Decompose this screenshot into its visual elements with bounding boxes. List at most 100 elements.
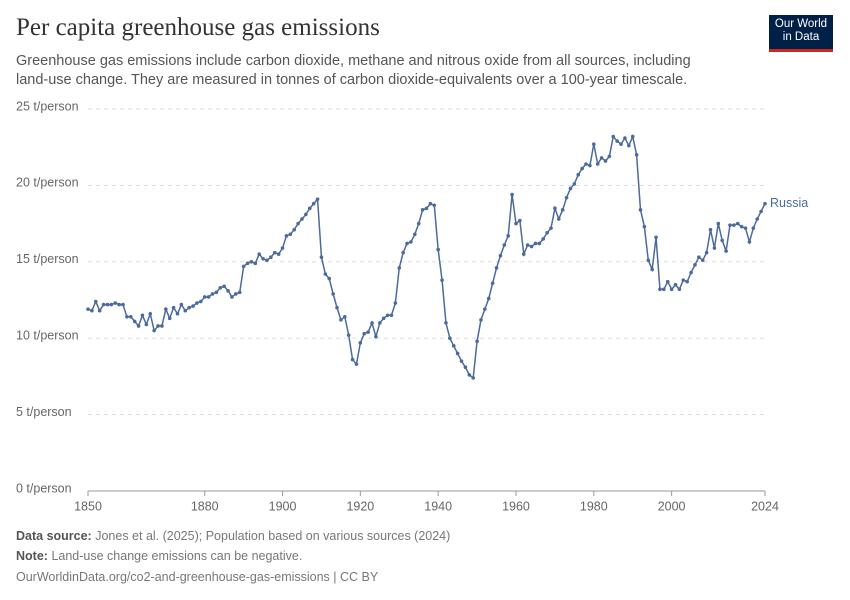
point <box>759 209 763 214</box>
point <box>564 195 569 200</box>
point <box>156 324 160 328</box>
point <box>385 313 390 318</box>
point <box>619 142 623 146</box>
point <box>148 311 153 316</box>
point <box>202 295 207 299</box>
point <box>529 244 534 249</box>
point <box>187 305 191 310</box>
point <box>518 218 522 223</box>
point <box>747 240 752 244</box>
point <box>132 319 137 324</box>
point <box>319 255 324 260</box>
x-tick-label: 1900 <box>269 499 297 513</box>
logo[interactable]: Our World in Data <box>769 15 833 52</box>
point <box>296 221 300 226</box>
point <box>506 234 511 238</box>
point <box>611 134 616 139</box>
point <box>381 316 386 321</box>
point <box>195 301 199 305</box>
x-tick-label: 1850 <box>74 499 102 513</box>
y-tick-label: 10 t/person <box>16 328 79 342</box>
point <box>556 217 561 221</box>
point <box>424 206 429 211</box>
x-tick-label: 1940 <box>424 499 452 513</box>
point <box>728 223 732 227</box>
point <box>654 235 658 240</box>
point <box>724 249 728 253</box>
point <box>409 240 413 244</box>
point <box>763 201 767 206</box>
point <box>650 267 654 272</box>
point <box>451 344 456 348</box>
point <box>627 143 631 148</box>
point <box>662 287 666 292</box>
point <box>249 260 254 264</box>
point <box>284 234 289 238</box>
point <box>603 159 608 163</box>
point <box>272 250 277 255</box>
point <box>739 224 744 229</box>
point <box>292 227 297 232</box>
point <box>428 201 433 206</box>
point <box>121 302 125 307</box>
point <box>93 299 98 304</box>
point <box>677 287 682 292</box>
point <box>245 261 250 266</box>
point <box>362 331 367 336</box>
point <box>109 302 114 307</box>
point <box>416 221 421 226</box>
source-label: Data source: <box>16 529 92 543</box>
point <box>101 302 106 307</box>
point <box>226 289 230 293</box>
point <box>716 221 721 226</box>
point <box>405 241 409 246</box>
point <box>545 230 549 235</box>
point <box>90 308 94 313</box>
point <box>595 162 600 166</box>
point <box>331 292 335 296</box>
point <box>179 302 184 307</box>
point <box>280 246 285 250</box>
x-tick-label: 2000 <box>658 499 686 513</box>
point <box>568 186 573 191</box>
chart-subtitle: Greenhouse gas emissions include carbon … <box>16 53 691 88</box>
point <box>584 162 588 166</box>
point <box>588 163 592 168</box>
point <box>440 278 444 282</box>
point <box>218 285 223 290</box>
point <box>463 365 468 370</box>
point <box>257 252 261 256</box>
point <box>393 301 398 305</box>
source-text: Jones et al. (2025); Population based on… <box>95 529 451 543</box>
point <box>222 284 226 289</box>
url[interactable]: OurWorldinData.org/co2-and-greenhouse-ga… <box>16 570 379 584</box>
point <box>560 208 565 212</box>
point <box>307 206 312 211</box>
point <box>234 292 238 296</box>
note-text: Land-use change emissions can be negativ… <box>51 549 303 563</box>
x-tick-label: 2024 <box>751 499 779 513</box>
x-tick-label: 1960 <box>502 499 530 513</box>
point <box>642 224 647 229</box>
point <box>354 362 359 366</box>
point <box>214 290 219 295</box>
point <box>455 351 460 356</box>
point <box>366 330 370 334</box>
logo-text: Our World <box>774 18 828 30</box>
y-tick-label: 5 t/person <box>16 405 72 419</box>
point <box>164 307 168 311</box>
point <box>144 322 149 327</box>
point <box>378 321 382 325</box>
point <box>681 278 686 282</box>
point <box>755 217 760 221</box>
point <box>342 315 347 319</box>
point <box>498 253 503 258</box>
point <box>673 282 678 287</box>
point <box>494 266 499 270</box>
point <box>160 324 164 328</box>
point <box>502 243 507 247</box>
x-tick-label: 1880 <box>191 499 219 513</box>
point <box>117 302 121 307</box>
point <box>708 227 713 232</box>
y-tick-label: 0 t/person <box>16 481 72 495</box>
